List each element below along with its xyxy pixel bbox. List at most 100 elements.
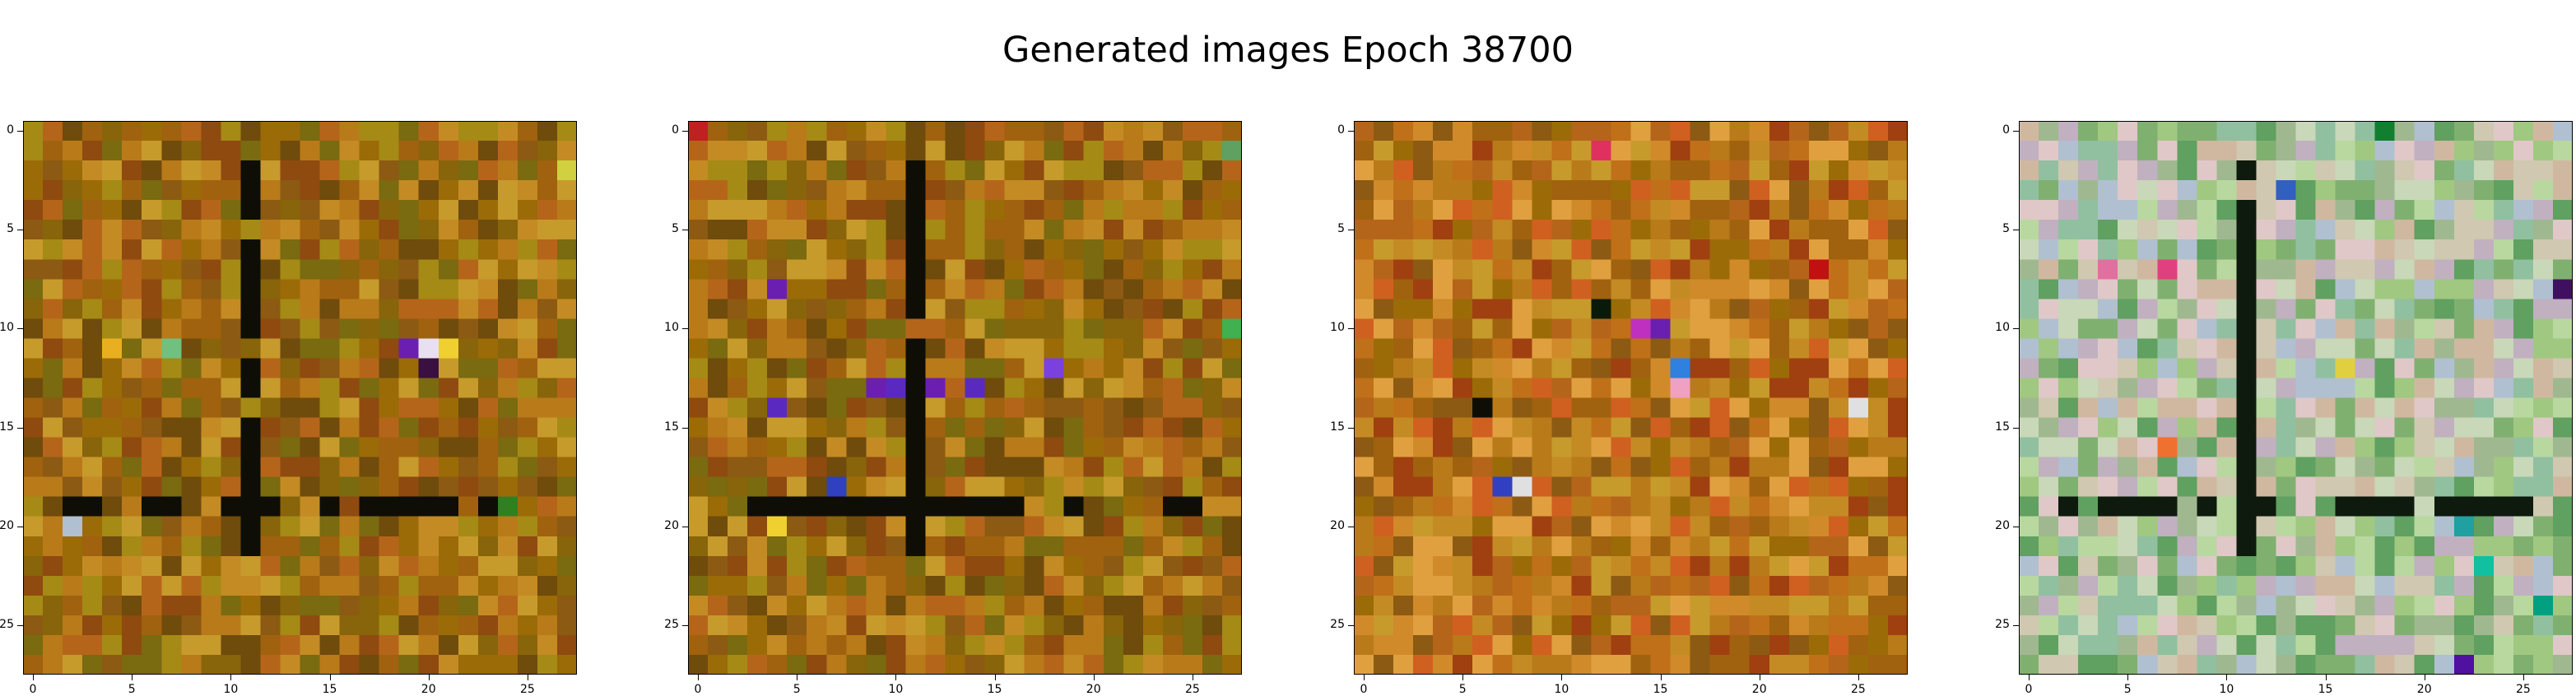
pixel-cell [846, 239, 867, 260]
pixel-cell [2177, 417, 2197, 438]
pixel-cell [1354, 259, 1374, 280]
pixel-cell [2256, 397, 2276, 419]
pixel-cell [2058, 378, 2079, 398]
pixel-cell [438, 318, 459, 339]
pixel-cell [1769, 279, 1790, 299]
pixel-cell [1393, 160, 1414, 181]
pixel-cell [1024, 180, 1045, 201]
pixel-cell [63, 378, 83, 398]
pixel-cell [1887, 160, 1908, 181]
pixel-cell [1788, 615, 1810, 636]
pixel-cell [142, 299, 162, 319]
pixel-cell [2335, 279, 2356, 299]
pixel-cell [1453, 536, 1473, 557]
pixel-cell [319, 200, 341, 220]
pixel-cell [1354, 615, 1374, 636]
pixel-cell [1630, 279, 1652, 299]
pixel-cell [1670, 555, 1691, 577]
pixel-cell [1551, 654, 1572, 675]
pixel-cell [2236, 615, 2257, 636]
pixel-cell [1848, 141, 1869, 161]
pixel-cell [2434, 457, 2455, 478]
pixel-cell [201, 595, 221, 616]
pixel-cell [497, 397, 518, 419]
pixel-cell [965, 378, 986, 398]
pixel-cell [300, 259, 321, 280]
pixel-cell [142, 417, 162, 438]
pixel-cell [2078, 200, 2099, 220]
pixel-cell [1103, 457, 1124, 478]
pixel-cell [142, 496, 162, 517]
pixel-cell [2355, 417, 2376, 438]
y-tick-label: 5 [672, 222, 679, 236]
pixel-cell [2532, 634, 2554, 656]
pixel-cell [2197, 536, 2217, 557]
pixel-cell [418, 555, 439, 577]
pixel-cell [1749, 417, 1770, 438]
pixel-cell [339, 654, 360, 675]
pixel-cell [1433, 299, 1453, 319]
pixel-cell [477, 397, 499, 419]
pixel-cell [63, 141, 83, 161]
pixel-cell [905, 555, 926, 577]
pixel-cell [2513, 220, 2534, 240]
pixel-cell [43, 180, 63, 201]
pixel-cell [1848, 160, 1869, 181]
pixel-cell [517, 141, 538, 161]
pixel-cell [1650, 220, 1672, 240]
pixel-cell [1611, 318, 1631, 339]
pixel-cell [43, 496, 63, 517]
pixel-cell [1492, 417, 1513, 438]
pixel-cell [379, 200, 400, 220]
pixel-cell [1788, 654, 1810, 675]
pixel-cell [556, 200, 577, 220]
pixel-cell [2019, 634, 2039, 656]
pixel-cell [2394, 397, 2416, 419]
pixel-cell [2137, 595, 2158, 616]
pixel-cell [63, 397, 83, 419]
pixel-cell [1221, 555, 1242, 577]
pixel-cell [537, 615, 558, 636]
pixel-cell [1848, 615, 1869, 636]
pixel-cell [161, 634, 182, 656]
pixel-cell [747, 378, 768, 398]
pixel-cell [2335, 318, 2356, 339]
pixel-cell [2078, 555, 2099, 577]
pixel-cell [826, 220, 847, 240]
pixel-cell [1788, 279, 1810, 299]
pixel-cell [688, 654, 709, 675]
pixel-cell [787, 476, 807, 498]
pixel-cell [1867, 220, 1889, 240]
pixel-cell [945, 378, 965, 398]
pixel-cell [1512, 595, 1532, 616]
pixel-cell [1611, 279, 1631, 299]
pixel-cell [1532, 358, 1552, 378]
pixel-cell [2058, 180, 2079, 201]
pixel-cell [1142, 654, 1164, 675]
pixel-cell [1828, 634, 1849, 656]
pixel-cell [1867, 555, 1889, 577]
pixel-cell [300, 555, 321, 577]
pixel-cell [2335, 476, 2356, 498]
pixel-cell [2414, 338, 2435, 359]
pixel-cell [2039, 654, 2059, 675]
pixel-cell [2493, 141, 2514, 161]
pixel-cell [2355, 358, 2376, 378]
pixel-cell [1472, 536, 1493, 557]
pixel-cell [122, 200, 142, 220]
pixel-cell [747, 536, 768, 557]
pixel-cell [1591, 397, 1611, 419]
pixel-cell [2513, 536, 2534, 557]
pixel-cell [1123, 220, 1144, 240]
pixel-cell [63, 654, 83, 675]
pixel-cell [2355, 496, 2376, 517]
pixel-cell [398, 575, 420, 596]
pixel-cell [1591, 654, 1611, 675]
pixel-cell [82, 437, 103, 458]
pixel-cell [1004, 496, 1025, 517]
pixel-cell [379, 338, 400, 359]
pixel-cell [1828, 141, 1849, 161]
pixel-cell [1103, 615, 1124, 636]
pixel-cell [2473, 338, 2495, 359]
pixel-cell [1472, 180, 1493, 201]
